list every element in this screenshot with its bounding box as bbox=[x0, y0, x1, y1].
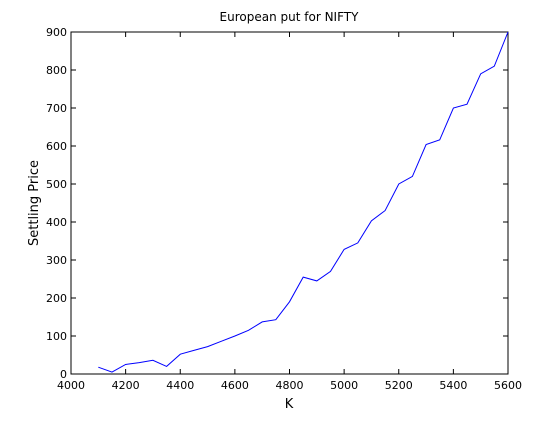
x-tick-label: 4000 bbox=[57, 379, 85, 392]
series-line bbox=[98, 31, 509, 373]
series-layer bbox=[98, 31, 509, 373]
x-tick-label: 5000 bbox=[330, 379, 358, 392]
x-tick-label: 4400 bbox=[166, 379, 194, 392]
y-tick-label: 400 bbox=[46, 216, 67, 229]
x-tick-label: 4800 bbox=[276, 379, 304, 392]
y-tick-label: 800 bbox=[46, 64, 67, 77]
axis-ticks bbox=[70, 31, 509, 375]
y-tick-label: 200 bbox=[46, 292, 67, 305]
y-tick-label: 900 bbox=[46, 26, 67, 39]
y-tick-label: 300 bbox=[46, 254, 67, 267]
x-tick-label: 5200 bbox=[385, 379, 413, 392]
y-tick-label: 100 bbox=[46, 330, 67, 343]
y-axis-label: Settling Price bbox=[27, 160, 42, 246]
y-tick-label: 700 bbox=[46, 102, 67, 115]
x-tick-label: 4600 bbox=[221, 379, 249, 392]
x-tick-label: 5400 bbox=[439, 379, 467, 392]
plot-area bbox=[70, 31, 509, 375]
x-axis-label: K bbox=[285, 397, 294, 412]
chart-title: European put for NIFTY bbox=[220, 10, 360, 24]
y-tick-label: 0 bbox=[60, 368, 67, 381]
x-tick-label: 4200 bbox=[112, 379, 140, 392]
y-tick-label: 600 bbox=[46, 140, 67, 153]
axis-tick-labels: 4000 4200 4400 4600 4800 5000 5200 5400 5600 0 100… bbox=[46, 26, 522, 392]
x-tick-label: 5600 bbox=[494, 379, 522, 392]
y-tick-label: 500 bbox=[46, 178, 67, 191]
